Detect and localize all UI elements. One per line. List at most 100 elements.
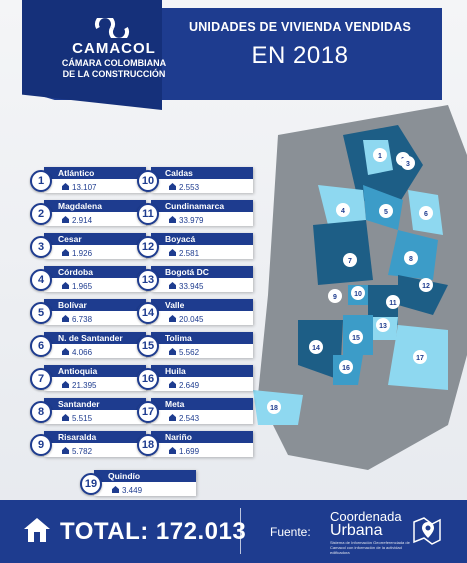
region-value: 2.581 (179, 249, 200, 258)
house-icon (169, 183, 176, 190)
list-number: 17 (137, 401, 159, 423)
logo-name: CAMACOL (72, 40, 156, 57)
region-name: Boyacá (165, 234, 196, 244)
list-number: 13 (137, 269, 159, 291)
map-label-15: 15 (352, 335, 360, 342)
map-label-16: 16 (342, 365, 350, 372)
map-marker-10: 10 (351, 286, 365, 300)
map-label-3: 3 (406, 161, 410, 168)
list-number: 8 (30, 401, 52, 423)
region-value: 2.914 (72, 216, 93, 225)
house-icon (62, 216, 69, 223)
list-card (151, 266, 253, 292)
map-marker-4: 4 (336, 203, 350, 217)
map-pin-icon (413, 517, 441, 545)
list-number: 16 (137, 368, 159, 390)
map-region-antioquia (313, 220, 373, 285)
map-label-14: 14 (312, 345, 320, 352)
list-card (151, 398, 253, 424)
list-number: 14 (137, 302, 159, 324)
house-icon (169, 381, 176, 388)
list-card (44, 200, 146, 226)
list-card (151, 200, 253, 226)
map-label-12: 12 (422, 283, 430, 290)
map-region-boyaca (398, 275, 448, 315)
region-name: Cesar (58, 234, 82, 244)
map-marker-13: 13 (376, 318, 390, 332)
list-number: 12 (137, 236, 159, 258)
footer: TOTAL: 172.013 Fuente: Coordenada Urbana… (0, 500, 467, 563)
list-card (44, 332, 146, 358)
list-card (44, 299, 146, 325)
list-number: 9 (30, 434, 52, 456)
house-icon (169, 348, 176, 355)
region-name: Meta (165, 399, 185, 409)
region-value: 6.738 (72, 315, 93, 324)
region-value: 3.449 (122, 486, 143, 495)
colombia-map: 1 2 3 4 5 6 7 8 9 10 11 12 13 14 15 16 1… (253, 105, 467, 470)
list-card (151, 332, 253, 358)
region-name: Risaralda (58, 432, 97, 442)
camacol-logo: CAMACOL CÁMARA COLOMBIANA DE LA CONSTRUC… (58, 14, 170, 94)
region-value: 33.979 (179, 216, 204, 225)
list-number: 3 (30, 236, 52, 258)
region-value: 2.553 (179, 183, 200, 192)
map-marker-14: 14 (309, 340, 323, 354)
region-name: N. de Santander (58, 333, 123, 343)
source-label: Fuente: (270, 525, 311, 539)
footer-divider (240, 508, 241, 554)
region-name: Caldas (165, 168, 193, 178)
map-marker-12: 12 (419, 278, 433, 292)
map-label-8: 8 (409, 256, 413, 263)
region-name: Cundinamarca (165, 201, 225, 211)
house-icon (169, 315, 176, 322)
list-card (151, 431, 253, 457)
region-value: 2.649 (179, 381, 200, 390)
region-name: Magdalena (58, 201, 102, 211)
list-number: 5 (30, 302, 52, 324)
camacol-logo-icon (95, 18, 129, 38)
map-marker-7: 7 (343, 253, 357, 267)
house-icon (169, 447, 176, 454)
source-name-line2: Urbana (330, 522, 383, 539)
region-name: Huila (165, 366, 186, 376)
region-value: 20.045 (179, 315, 204, 324)
region-value: 4.066 (72, 348, 93, 357)
region-value: 2.543 (179, 414, 200, 423)
region-value: 1.965 (72, 282, 93, 291)
map-label-6: 6 (424, 211, 428, 218)
region-name: Atlántico (58, 168, 95, 178)
house-icon (112, 486, 119, 493)
map-label-13: 13 (379, 323, 387, 330)
list-card (44, 365, 146, 391)
total-value: TOTAL: 172.013 (60, 518, 247, 545)
logo-ribbon (22, 0, 162, 110)
list-number: 18 (137, 434, 159, 456)
map-label-4: 4 (341, 208, 345, 215)
logo-tagline: CÁMARA COLOMBIANA DE LA CONSTRUCCIÓN (58, 58, 170, 80)
region-name: Valle (165, 300, 185, 310)
map-marker-8: 8 (404, 251, 418, 265)
region-value: 5.562 (179, 348, 200, 357)
source-description: Sistema de Información Georreferenciada … (330, 540, 410, 555)
logo-tagline-2: DE LA CONSTRUCCIÓN (62, 69, 166, 79)
list-card (44, 431, 146, 457)
region-value: 1.926 (72, 249, 93, 258)
list-number: 11 (137, 203, 159, 225)
region-value: 1.699 (179, 447, 200, 456)
house-icon (62, 447, 69, 454)
map-label-18: 18 (270, 405, 278, 412)
map-label-17: 17 (416, 355, 424, 362)
map-marker-6: 6 (419, 206, 433, 220)
list-card (44, 233, 146, 259)
map-marker-3: 3 (401, 156, 415, 170)
house-icon (62, 381, 69, 388)
source-name-line1: Coordenada (330, 509, 402, 524)
title-block: UNIDADES DE VIVIENDA VENDIDAS EN 2018 (180, 20, 420, 70)
list-card (44, 266, 146, 292)
house-icon (169, 282, 176, 289)
house-icon (62, 315, 69, 322)
page-title: UNIDADES DE VIVIENDA VENDIDAS (188, 20, 412, 34)
house-icon (62, 414, 69, 421)
region-value: 13.107 (72, 183, 97, 192)
